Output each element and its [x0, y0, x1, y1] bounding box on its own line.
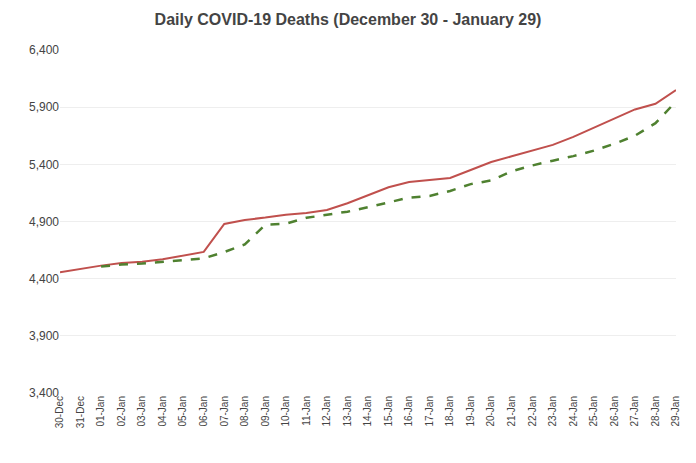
svg-text:05-Jan: 05-Jan	[177, 396, 188, 427]
svg-text:26-Jan: 26-Jan	[609, 396, 620, 427]
svg-text:12-Jan: 12-Jan	[321, 396, 332, 427]
svg-text:03-Jan: 03-Jan	[136, 396, 147, 427]
svg-text:07-Jan: 07-Jan	[219, 396, 230, 427]
svg-text:24-Jan: 24-Jan	[568, 396, 579, 427]
svg-text:30-Dec: 30-Dec	[54, 396, 65, 428]
svg-text:13-Jan: 13-Jan	[342, 396, 353, 427]
svg-text:04-Jan: 04-Jan	[157, 396, 168, 427]
svg-text:29-Jan: 29-Jan	[670, 396, 681, 427]
svg-text:17-Jan: 17-Jan	[424, 396, 435, 427]
svg-text:22-Jan: 22-Jan	[527, 396, 538, 427]
svg-text:27-Jan: 27-Jan	[629, 396, 640, 427]
svg-text:Daily COVID-19 Deaths (Decembe: Daily COVID-19 Deaths (December 30 - Jan…	[155, 11, 542, 28]
svg-text:01-Jan: 01-Jan	[95, 396, 106, 427]
svg-text:14-Jan: 14-Jan	[362, 396, 373, 427]
svg-text:11-Jan: 11-Jan	[301, 396, 312, 426]
svg-text:5,900: 5,900	[29, 100, 59, 114]
svg-text:21-Jan: 21-Jan	[506, 396, 517, 427]
svg-text:25-Jan: 25-Jan	[588, 396, 599, 427]
svg-text:02-Jan: 02-Jan	[116, 396, 127, 427]
svg-text:20-Jan: 20-Jan	[485, 396, 496, 427]
svg-text:3,900: 3,900	[29, 329, 59, 343]
svg-text:18-Jan: 18-Jan	[444, 396, 455, 427]
svg-text:15-Jan: 15-Jan	[383, 396, 394, 427]
svg-text:31-Dec: 31-Dec	[75, 396, 86, 428]
svg-text:10-Jan: 10-Jan	[280, 396, 291, 427]
svg-text:08-Jan: 08-Jan	[239, 396, 250, 427]
svg-text:16-Jan: 16-Jan	[403, 396, 414, 427]
svg-text:28-Jan: 28-Jan	[650, 396, 661, 427]
svg-text:19-Jan: 19-Jan	[465, 396, 476, 427]
svg-text:5,400: 5,400	[29, 158, 59, 172]
svg-text:09-Jan: 09-Jan	[260, 396, 271, 427]
svg-text:6,400: 6,400	[29, 43, 59, 57]
svg-text:4,900: 4,900	[29, 215, 59, 229]
svg-text:4,400: 4,400	[29, 272, 59, 286]
svg-text:06-Jan: 06-Jan	[198, 396, 209, 427]
svg-text:23-Jan: 23-Jan	[547, 396, 558, 427]
svg-text:3,400: 3,400	[29, 386, 59, 400]
